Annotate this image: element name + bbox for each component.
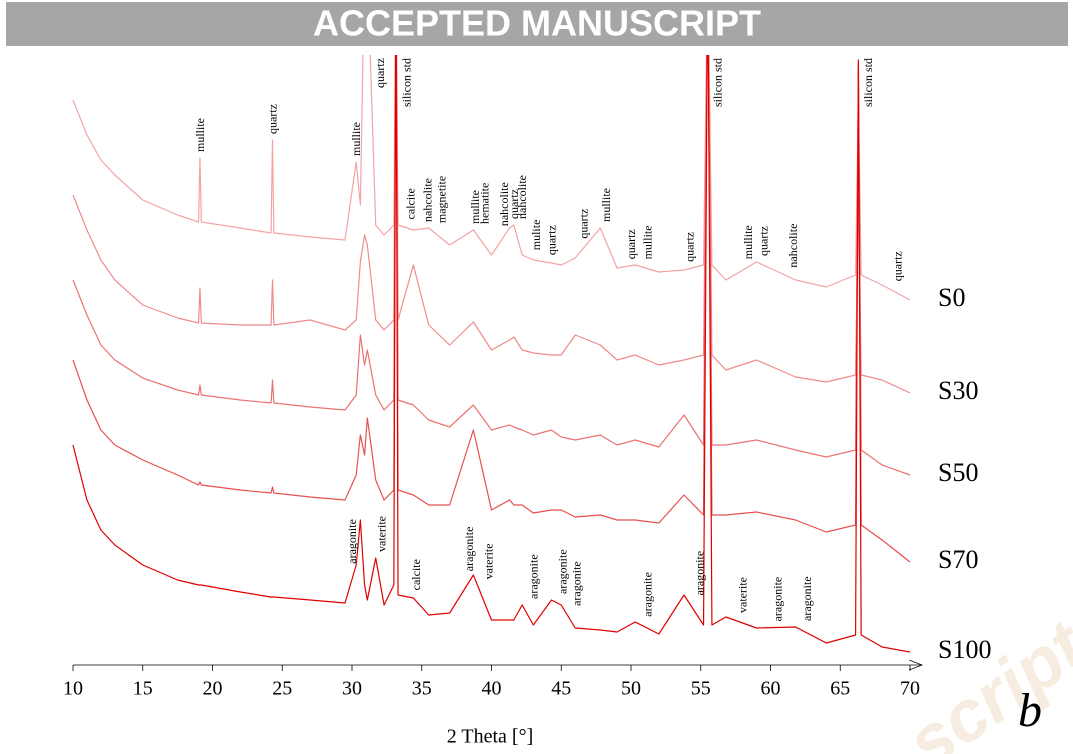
x-tick-label: 55	[691, 678, 711, 700]
banner: ACCEPTED MANUSCRIPT	[313, 3, 761, 44]
peak-label: mullite	[349, 122, 363, 156]
peak-label: nahcolite	[420, 178, 434, 222]
peak-label: quartz	[757, 226, 771, 256]
peak-label: aragonite	[692, 551, 706, 596]
peak-label: calcite	[404, 188, 418, 219]
peak-label: quartz	[265, 104, 279, 134]
peak-label: quartz	[683, 232, 697, 262]
peak-label: quartz	[544, 225, 558, 255]
peak-label: mulite	[529, 220, 543, 251]
peak-label: quartz	[890, 251, 904, 281]
series-label: S100	[938, 635, 991, 664]
peak-label: aragonite	[570, 561, 584, 606]
panel-label: b	[1018, 684, 1042, 737]
x-tick-label: 40	[482, 678, 502, 700]
xrd-curve	[72, 55, 911, 301]
peak-label: magnetite	[434, 176, 448, 223]
peak-label: quartz	[373, 58, 387, 88]
xrd-curve	[72, 55, 911, 394]
series-label: S70	[938, 545, 978, 574]
x-tick-label: 30	[342, 678, 362, 700]
peak-label: nahcolite	[786, 224, 800, 268]
peak-label: vaterite	[374, 516, 388, 552]
peak-label: nahcolite	[515, 175, 529, 219]
peak-label: calcite	[409, 559, 423, 590]
series-label: S30	[938, 376, 978, 405]
peak-label: mullite	[468, 190, 482, 224]
peak-label: mullite	[599, 188, 613, 222]
peak-label: nahcolite	[497, 182, 511, 226]
peak-label: aragonite	[800, 576, 814, 621]
xrd-curve	[72, 55, 911, 653]
peak-label: vaterite	[482, 543, 496, 579]
peak-label: quartz	[507, 189, 521, 219]
x-tick-label: 20	[203, 678, 223, 700]
peak-label: aragonite	[641, 572, 655, 617]
peak-label: mullite	[741, 225, 755, 259]
x-tick-label: 10	[63, 678, 83, 700]
peak-label: mullite	[641, 225, 655, 259]
plot-area	[72, 55, 911, 653]
peak-label: silicon std	[861, 58, 875, 107]
x-tick-label: 15	[133, 678, 153, 700]
banner-bar	[6, 2, 1068, 46]
x-tick-label: 50	[621, 678, 641, 700]
x-tick-label: 70	[900, 678, 920, 700]
series-label: S0	[938, 283, 965, 312]
peak-label: aragonite	[556, 549, 570, 594]
peak-label: quartz	[624, 229, 638, 259]
x-tick-label: 60	[761, 678, 781, 700]
x-axis-title: 2 Theta [°]	[447, 726, 533, 748]
peak-label: vaterite	[736, 577, 750, 613]
series-label: S50	[938, 458, 978, 487]
xrd-curve	[72, 55, 911, 476]
peak-label: aragonite	[345, 519, 359, 564]
peak-label: aragonite	[462, 527, 476, 572]
peak-label: aragonite	[526, 554, 540, 599]
x-tick-label: 35	[412, 678, 432, 700]
x-tick-label: 65	[830, 678, 850, 700]
peak-label: quartz	[577, 209, 591, 239]
peak-label: mullite	[193, 118, 207, 152]
xrd-curve	[72, 55, 911, 563]
peak-label: silicon std	[399, 58, 413, 107]
peak-label: aragonite	[770, 577, 784, 622]
peak-label: silicon std	[710, 58, 724, 107]
x-tick-label: 45	[551, 678, 571, 700]
x-tick-label: 25	[272, 678, 292, 700]
peak-label: hematite	[478, 183, 492, 224]
